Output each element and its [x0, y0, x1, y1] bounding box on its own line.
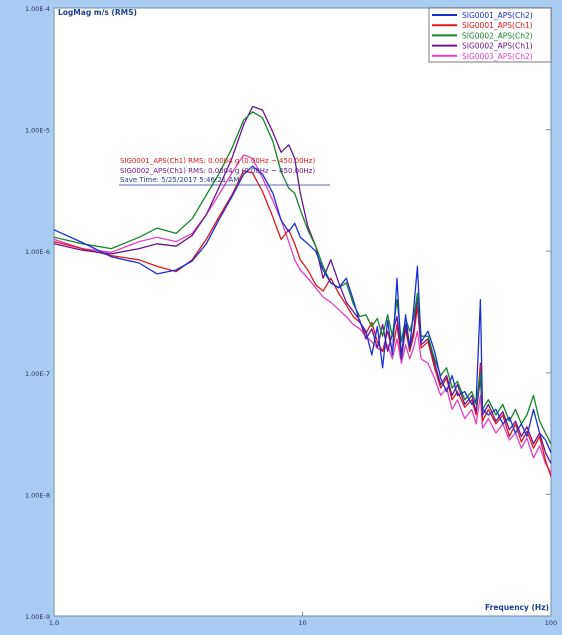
x-tick-label: 1.0	[49, 619, 59, 627]
y-tick-label: 1.00E-8	[25, 491, 50, 499]
annotation-save-time: Save Time: 5/25/2017 5:46:21 AM	[120, 176, 239, 184]
y-tick-label: 1.00E-7	[25, 370, 50, 378]
y-tick-label: 1.00E-4	[25, 5, 50, 13]
legend-entry[interactable]: SIG0002_APS(Ch2)	[462, 31, 533, 40]
series-layer	[53, 105, 552, 477]
legend-entry[interactable]: SIG0001_APS(Ch1)	[462, 21, 533, 30]
y-axis-label: LogMag m/s (RMS)	[58, 8, 137, 17]
series-line-sig0001-aps-ch2	[53, 165, 552, 454]
x-tick-label: 10	[298, 619, 306, 627]
y-tick-label: 1.00E-9	[25, 613, 50, 621]
series-line-sig0002-aps-ch1	[53, 105, 552, 464]
y-tick-label: 1.00E-5	[25, 127, 50, 135]
annotation-box: SIG0001_APS(Ch1) RMS: 0.0004 g (0.00Hz ~…	[119, 157, 330, 186]
series-line-sig0003-aps-ch2	[53, 154, 552, 474]
legend[interactable]: SIG0001_APS(Ch2)SIG0001_APS(Ch1)SIG0002_…	[428, 7, 552, 63]
series-line-sig0002-aps-ch2	[53, 111, 552, 445]
legend-entry[interactable]: SIG0002_APS(Ch1)	[462, 42, 533, 51]
axis-layer: LogMag m/s (RMS) Frequency (Hz) 1.00E-4 1…	[25, 5, 557, 627]
annotation-rms-ch1: SIG0001_APS(Ch1) RMS: 0.0004 g (0.00Hz ~…	[120, 157, 315, 165]
plot-area[interactable]	[53, 7, 552, 617]
x-tick-label: 100	[545, 619, 557, 627]
y-tick-label: 1.00E-6	[25, 248, 50, 256]
x-axis-label: Frequency (Hz)	[485, 603, 549, 612]
legend-entry[interactable]: SIG0001_APS(Ch2)	[462, 11, 533, 20]
legend-entry[interactable]: SIG0003_APS(Ch2)	[462, 52, 533, 61]
annotation-rms-ch1-second: SIG0002_APS(Ch1) RMS: 0.0004 g (0.00Hz ~…	[120, 167, 315, 175]
series-line-sig0001-aps-ch1	[53, 169, 552, 477]
